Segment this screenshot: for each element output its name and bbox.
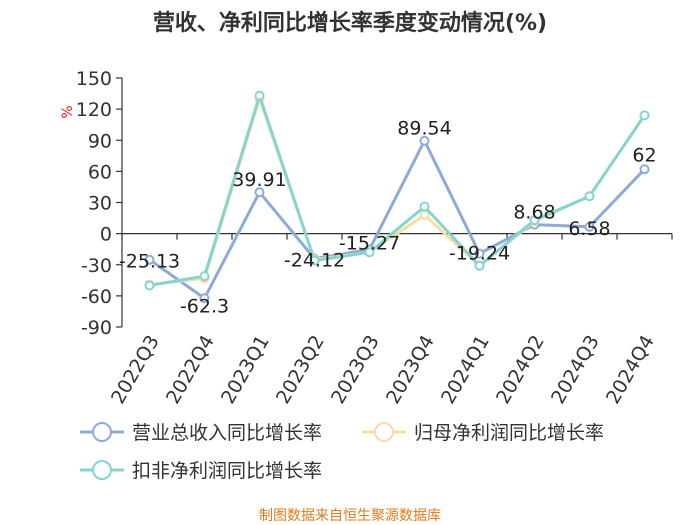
data-point <box>419 201 430 212</box>
data-point <box>419 209 430 220</box>
data-point <box>309 255 320 266</box>
chart-title: 营收、净利同比增长率季度变动情况(%) <box>153 10 547 36</box>
y-tick-label: -60 <box>81 286 112 308</box>
data-label: 39.91 <box>232 169 286 191</box>
x-tick-label: 2024Q2 <box>492 332 549 408</box>
data-point <box>199 293 210 304</box>
x-tick-label: 2024Q3 <box>547 332 604 408</box>
data-point <box>584 191 595 202</box>
data-label: -19.24 <box>449 243 510 265</box>
data-label: -15.27 <box>339 232 400 254</box>
y-tick-label: -30 <box>81 255 112 277</box>
y-tick-label: 30 <box>88 193 112 215</box>
data-point <box>419 135 430 146</box>
y-tick-label: 120 <box>76 99 112 121</box>
data-point <box>364 247 375 258</box>
data-label: 6.58 <box>568 218 610 240</box>
data-label: -62.3 <box>180 295 229 317</box>
legend-label: 归母净利润同比增长率 <box>414 422 604 444</box>
series-line <box>149 94 646 287</box>
data-point <box>529 215 540 226</box>
legend-label: 扣非净利润同比增长率 <box>132 460 322 482</box>
series-layer <box>144 90 650 304</box>
data-label: -24.12 <box>284 250 345 272</box>
footer-source: 制图数据来自恒生聚源数据库 <box>259 508 441 524</box>
data-point <box>254 90 265 101</box>
data-label: 62 <box>632 144 656 166</box>
x-tick-label: 2024Q1 <box>437 332 494 408</box>
data-point <box>474 260 485 271</box>
data-labels: -25.13-62.3 39.91 -24.12-15.27 89.54 -19.248… <box>119 118 657 318</box>
data-point <box>639 110 650 121</box>
data-point <box>474 248 485 259</box>
legend-swatch-marker <box>92 422 112 442</box>
x-tick-label: 2022Q4 <box>162 332 219 408</box>
data-label: -25.13 <box>119 251 180 273</box>
data-point <box>584 221 595 232</box>
x-tick-label: 2024Q4 <box>602 332 659 408</box>
data-point <box>144 280 155 291</box>
x-tick-label: 2023Q1 <box>217 332 274 408</box>
data-point <box>639 164 650 175</box>
data-label: 89.54 <box>397 118 451 140</box>
y-tick-label: 90 <box>88 130 112 152</box>
x-tick-label: 2023Q2 <box>272 332 329 408</box>
x-tick-label: 2023Q4 <box>382 332 439 408</box>
data-point <box>254 187 265 198</box>
y-tick-label: -90 <box>81 317 112 339</box>
series-line <box>148 139 646 300</box>
y-axis-unit: % <box>60 105 76 118</box>
legend-label: 营业总收入同比增长率 <box>132 422 322 444</box>
x-tick-label: 2022Q3 <box>107 332 164 408</box>
x-tick-label: 2023Q3 <box>327 332 384 408</box>
legend-swatch-marker <box>374 422 394 442</box>
data-point <box>199 271 210 282</box>
data-point <box>144 254 155 265</box>
legend-swatch-marker <box>92 460 112 480</box>
y-tick-label: 0 <box>100 224 112 246</box>
data-label: 8.68 <box>513 202 555 224</box>
y-tick-label: 60 <box>88 161 112 183</box>
y-tick-label: 150 <box>76 68 112 90</box>
